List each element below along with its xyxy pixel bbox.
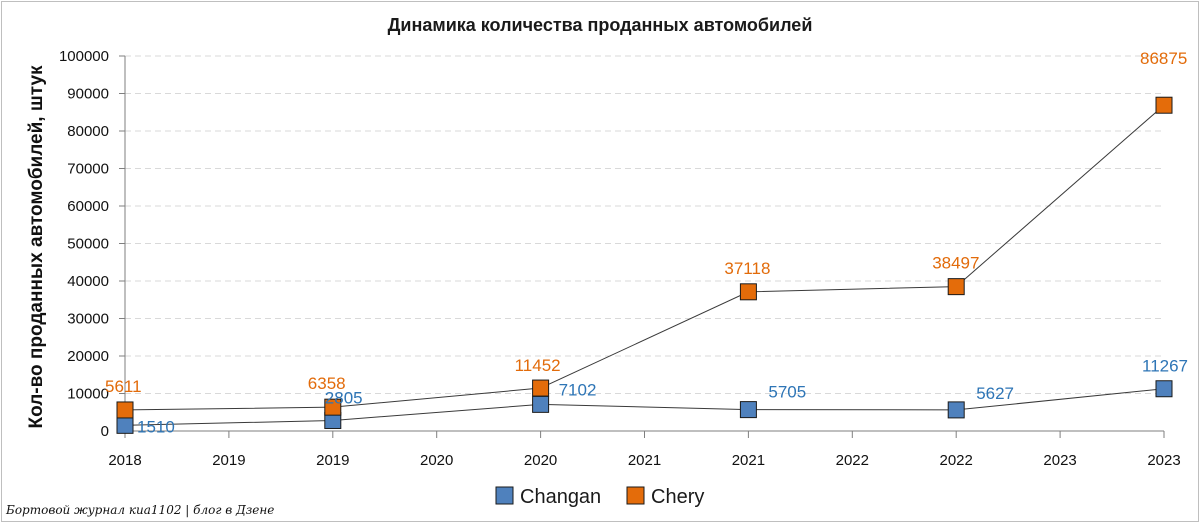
data-label-changan: 7102 — [559, 380, 597, 399]
marker-changan — [947, 401, 965, 419]
series-markers — [116, 96, 1173, 434]
data-label-changan: 1510 — [137, 417, 175, 436]
y-tick-label: 0 — [101, 423, 109, 440]
legend-label-chery: Chery — [651, 486, 704, 508]
data-label-changan: 11267 — [1142, 357, 1188, 376]
x-tick-label: 2023 — [1147, 452, 1180, 469]
x-tick-label: 2019 — [316, 452, 349, 469]
x-tick-label: 2023 — [1043, 452, 1076, 469]
marker-chery — [1155, 96, 1173, 114]
marker-chery — [116, 401, 134, 419]
x-tick-label: 2020 — [420, 452, 453, 469]
gridlines — [125, 55, 1164, 394]
marker-chery — [324, 398, 342, 416]
y-tick-label: 40000 — [67, 273, 109, 290]
y-tick-label: 30000 — [67, 311, 109, 328]
data-label-chery: 37118 — [724, 259, 770, 278]
x-tick-labels: 2018 2019 2019 2020 2020 2021 2021 2022 2022 2023… — [108, 452, 1180, 469]
y-tick-label: 100000 — [59, 48, 109, 65]
series-line-changan — [124, 388, 1165, 426]
y-tick-label: 80000 — [67, 123, 109, 140]
axes — [119, 55, 1165, 438]
marker-changan — [739, 401, 757, 419]
data-label-chery: 86875 — [1140, 49, 1187, 68]
legend-swatch-chery — [626, 486, 645, 505]
marker-chery — [532, 379, 550, 397]
marker-changan — [532, 395, 550, 413]
x-tick-label: 2019 — [212, 452, 245, 469]
data-labels: 1510 2805 7102 5705 5627 11267 5611 6358 11452 37… — [105, 49, 1188, 436]
marker-chery — [947, 278, 965, 296]
y-tick-label: 90000 — [67, 86, 109, 103]
data-label-chery: 38497 — [932, 254, 979, 273]
x-tick-label: 2022 — [940, 452, 973, 469]
y-tick-label: 20000 — [67, 348, 109, 365]
x-tick-label: 2021 — [628, 452, 661, 469]
x-tick-label: 2021 — [732, 452, 765, 469]
data-label-changan: 5705 — [768, 383, 806, 402]
y-tick-label: 50000 — [67, 236, 109, 253]
y-tick-label: 60000 — [67, 198, 109, 215]
marker-changan — [116, 416, 134, 434]
y-tick-label: 70000 — [67, 161, 109, 178]
x-tick-label: 2018 — [108, 452, 141, 469]
y-axis-label: Кол-во проданных автомобилей, штук — [26, 65, 47, 429]
y-tick-label: 10000 — [67, 386, 109, 403]
data-label-chery: 5611 — [105, 377, 142, 396]
series-line-chery — [124, 104, 1165, 411]
x-tick-label: 2022 — [836, 452, 869, 469]
x-tick-label: 2020 — [524, 452, 557, 469]
chart-title: Динамика количества проданных автомобиле… — [388, 15, 813, 35]
legend-label-changan: Changan — [520, 486, 601, 508]
data-label-changan: 5627 — [976, 384, 1014, 403]
marker-changan — [1155, 380, 1173, 398]
data-label-changan: 2805 — [325, 388, 363, 407]
data-label-chery: 11452 — [515, 356, 561, 375]
watermark-text: Бортовой журнал киа1102 | блог в Дзене — [6, 503, 275, 517]
series-lines — [124, 104, 1165, 426]
data-label-chery: 6358 — [308, 374, 346, 393]
legend: Changan Chery — [495, 486, 704, 508]
marker-chery — [739, 283, 757, 301]
y-tick-labels: 0 10000 20000 30000 40000 50000 60000 70000 8000… — [59, 48, 109, 440]
legend-swatch-changan — [495, 486, 514, 505]
